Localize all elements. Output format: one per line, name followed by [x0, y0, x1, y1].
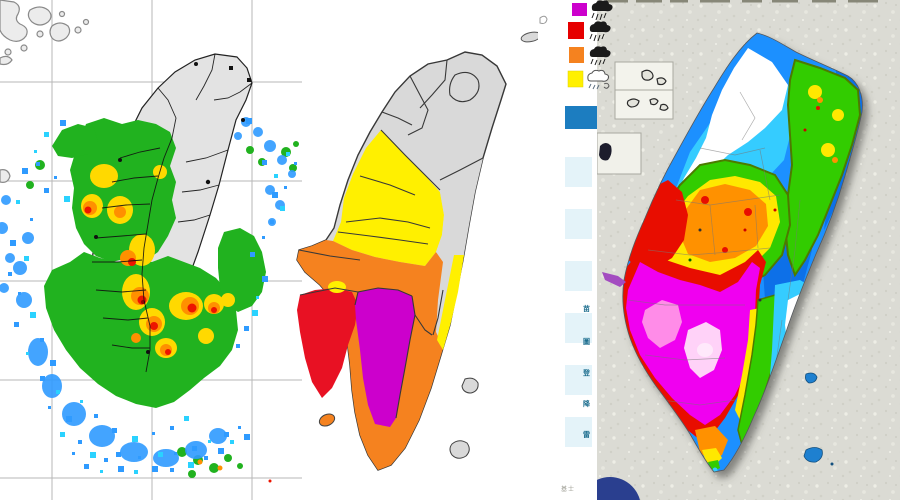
- county-warning-map: [296, 31, 542, 471]
- green-island-rainfall: [805, 372, 818, 384]
- cropped-headline-remnant: [606, 0, 878, 3]
- storm-rain-cloud-icon: [589, 21, 611, 42]
- islet-outline-fragment: [539, 15, 548, 24]
- warning-severe-tainan: [297, 288, 358, 398]
- legend-swatch-advisory: [567, 70, 584, 88]
- light-rain-cloud-icon: [587, 69, 610, 90]
- penghu-islands-icon: [649, 98, 659, 106]
- small-islet-dot: [830, 462, 834, 466]
- radar-speckles: [8, 118, 297, 474]
- sidebar-menu-glyph[interactable]: 雷: [583, 431, 590, 439]
- rain-warning-legend: [567, 0, 613, 90]
- warning-none-east: [420, 158, 483, 347]
- matsu-islands-icon: [641, 69, 654, 81]
- radar-echo-map: [0, 0, 302, 500]
- county-borders-radar: [92, 53, 253, 373]
- warning-advisory-chiayi-city: [328, 281, 346, 293]
- sidebar-background: [538, 0, 597, 500]
- county-borders-warning: [298, 59, 484, 419]
- storm-rain-cloud-icon: [591, 0, 613, 21]
- county-borders-rainfall: [627, 91, 801, 416]
- orchid-island-warning: [449, 440, 470, 459]
- radar-echoes: [0, 117, 299, 483]
- mainland-coastline: [0, 0, 90, 183]
- coastal-sandbar: [602, 272, 626, 287]
- legend-swatch-heavy: [569, 47, 584, 63]
- offshore-islands-inset: [614, 61, 674, 120]
- radar-city-dots: [94, 62, 251, 354]
- secondary-inset: [596, 132, 642, 175]
- sidebar-menu-glyph[interactable]: 降: [583, 400, 590, 408]
- sidebar-menu-rows[interactable]: [565, 157, 592, 447]
- warning-advisory-central: [333, 130, 444, 266]
- sidebar-menu-glyph[interactable]: 登: [583, 369, 590, 377]
- orchid-island-rainfall: [803, 447, 823, 463]
- green-island-warning: [461, 377, 479, 394]
- sidebar-menu-glyph[interactable]: 苗: [583, 305, 590, 313]
- sidebar-footnote: 基士: [561, 486, 576, 493]
- kinmen-island-icon: [626, 98, 640, 108]
- sidebar-header-bar[interactable]: [565, 106, 597, 129]
- rainfall-map-panel: [580, 0, 900, 500]
- penghu-island-warning: [318, 413, 336, 427]
- sidebar-menu-glyph[interactable]: 圖: [583, 338, 590, 346]
- legend-swatch-extreme: [572, 3, 587, 16]
- rain-cloud-icon: [589, 46, 611, 66]
- warning-advisory-eastcoast: [437, 255, 464, 350]
- legend-swatch-severe: [568, 22, 584, 39]
- inset-island-silhouette: [599, 143, 612, 161]
- sidebar-column: [538, 0, 613, 500]
